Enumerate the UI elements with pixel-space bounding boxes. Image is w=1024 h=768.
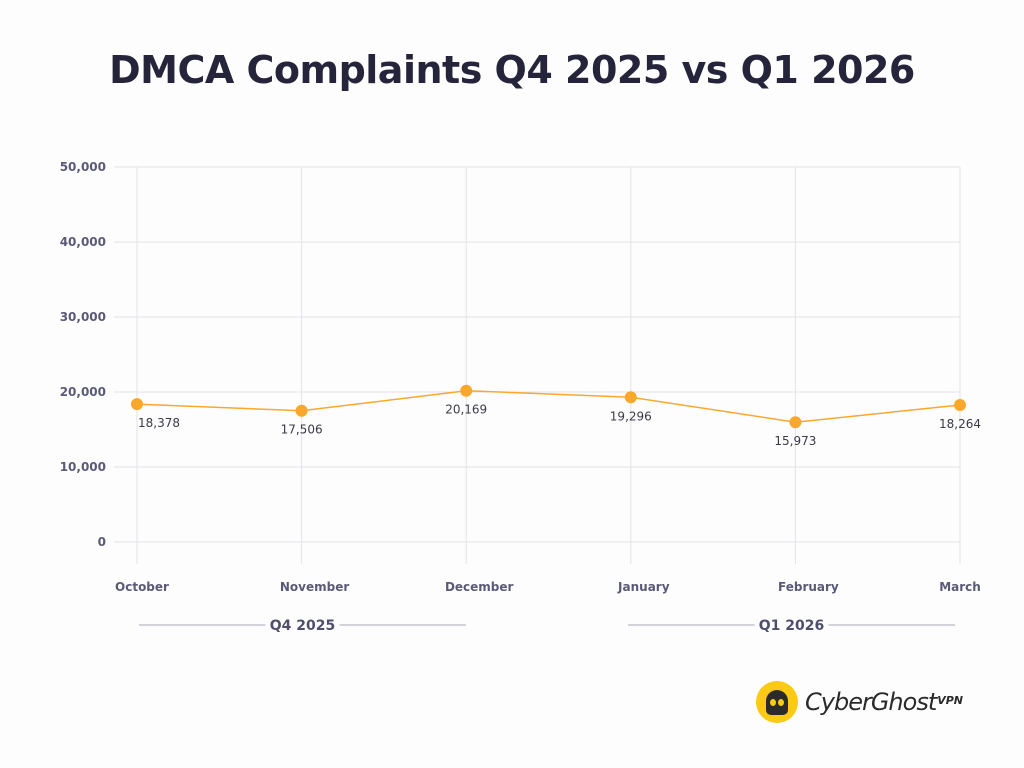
data-point — [624, 391, 637, 404]
ghost-icon — [756, 681, 798, 723]
brand-name: CyberGhost — [805, 688, 937, 716]
data-point — [460, 384, 473, 397]
x-tick-label: December — [445, 580, 514, 594]
x-tick-label: November — [280, 580, 349, 594]
y-tick-label: 20,000 — [60, 385, 106, 399]
x-tick-label: October — [115, 580, 169, 594]
data-point — [954, 399, 966, 412]
y-tick-label: 10,000 — [60, 460, 106, 474]
y-tick-label: 40,000 — [60, 235, 106, 249]
brand-suffix: VPN — [937, 693, 964, 707]
y-tick-label: 0 — [98, 535, 106, 549]
y-tick-label: 50,000 — [60, 160, 106, 174]
data-label: 19,296 — [610, 409, 652, 423]
data-label: 18,264 — [939, 417, 981, 431]
brand-logo: CyberGhost VPN — [756, 681, 963, 723]
data-label: 20,169 — [445, 403, 487, 417]
data-point — [295, 404, 308, 417]
x-tick-label: January — [617, 580, 670, 594]
x-tick-label: February — [778, 580, 839, 594]
group-label: Q1 2026 — [759, 618, 824, 634]
y-tick-label: 30,000 — [60, 310, 106, 324]
data-label: 17,506 — [281, 423, 323, 437]
data-point — [131, 398, 143, 411]
data-label: 18,378 — [138, 416, 180, 430]
x-tick-label: March — [939, 580, 981, 594]
data-label: 15,973 — [774, 434, 816, 448]
group-label: Q4 2025 — [270, 618, 335, 634]
chart-title: DMCA Complaints Q4 2025 vs Q1 2026 — [109, 48, 915, 92]
data-point — [789, 416, 802, 429]
series-line — [136, 389, 961, 423]
line-chart: 0 10,000 20,000 30,000 40,000 50,000 October No… — [60, 160, 981, 634]
